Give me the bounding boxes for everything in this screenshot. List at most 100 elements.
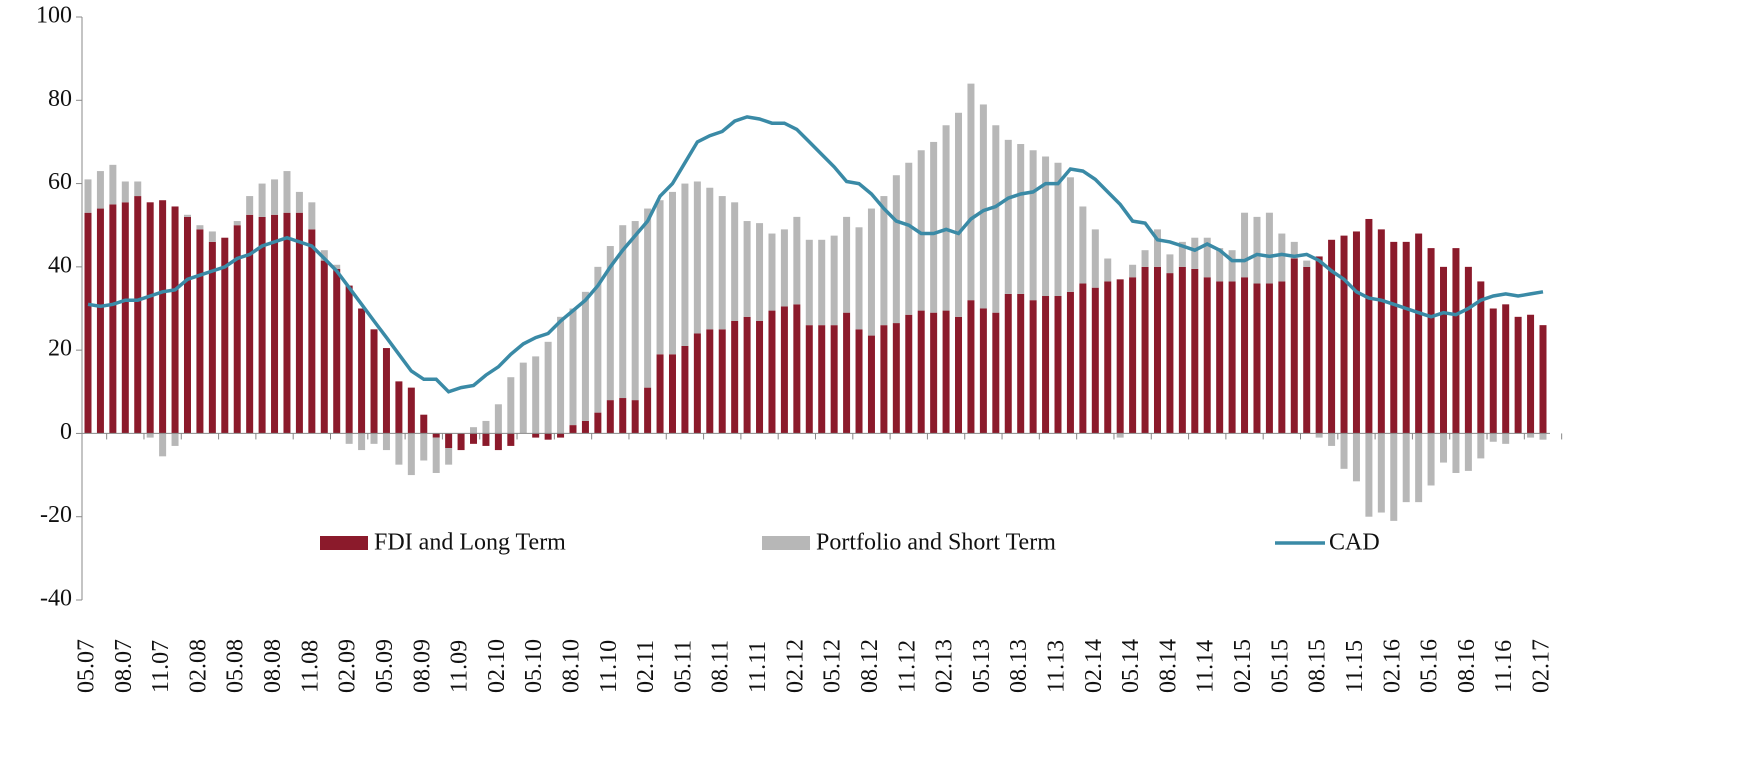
bar [320, 250, 328, 261]
x-tick-label: 02.14 [1081, 639, 1107, 693]
bar [619, 225, 627, 399]
bar [1265, 212, 1273, 284]
bar [557, 433, 565, 438]
bar [482, 433, 490, 446]
bar [1228, 281, 1236, 434]
bar [905, 314, 913, 434]
bar [121, 181, 129, 203]
bar [743, 316, 751, 434]
bar [1153, 266, 1161, 434]
bar [830, 325, 838, 434]
bar [345, 285, 353, 434]
bar [1091, 229, 1099, 288]
bar [656, 200, 664, 355]
bar [979, 104, 987, 309]
line [87, 115, 1544, 394]
x-tick-label: 05.13 [969, 639, 995, 693]
legend-label: CAD [1329, 530, 1380, 556]
bar [246, 214, 254, 434]
bar [146, 202, 154, 434]
bar [942, 310, 950, 434]
bar [631, 221, 639, 401]
x-tick-label: 05.16 [1417, 639, 1443, 693]
x-tick-label: 11.11 [745, 641, 771, 693]
bar [606, 246, 614, 401]
bar [780, 229, 788, 307]
x-tick-label: 08.10 [559, 639, 585, 693]
x-tick-label: 08.16 [1454, 639, 1480, 693]
bar [631, 400, 639, 434]
bar [84, 179, 92, 213]
bar [96, 208, 104, 434]
bar [606, 400, 614, 434]
x-tick-label: 02.08 [185, 639, 211, 693]
bar [805, 239, 813, 326]
bar [1514, 316, 1522, 434]
bar [644, 208, 652, 388]
bar [1042, 296, 1050, 434]
x-tick-label: 02.17 [1529, 639, 1555, 693]
bar [880, 325, 888, 434]
bar [171, 433, 179, 446]
bar [1303, 266, 1311, 434]
bar [855, 227, 863, 330]
bar [382, 348, 390, 434]
x-tick-label: 11.15 [1342, 640, 1368, 693]
bar [756, 223, 764, 321]
bar [967, 83, 975, 301]
bar [1440, 433, 1448, 463]
bar [1004, 139, 1012, 294]
bar [183, 216, 191, 434]
bar [619, 398, 627, 434]
bar [1477, 433, 1485, 459]
bar [457, 433, 465, 451]
bar [656, 354, 664, 434]
bar [668, 354, 676, 434]
x-tick-label: 05.08 [223, 639, 249, 693]
bar [283, 171, 291, 213]
bar [967, 300, 975, 434]
x-tick-label: 08.11 [708, 640, 734, 693]
bar [494, 433, 502, 451]
bar [1116, 279, 1124, 434]
bar [121, 202, 129, 434]
bar [1216, 281, 1224, 434]
bar [1452, 248, 1460, 434]
bar [1502, 433, 1510, 444]
bar [1166, 273, 1174, 434]
bar [1203, 237, 1211, 278]
x-tick-label: 02.16 [1379, 639, 1405, 693]
bar [208, 231, 216, 242]
bar [1315, 256, 1323, 434]
bar [731, 320, 739, 434]
bar [1278, 281, 1286, 434]
bar [109, 204, 117, 434]
bar [1427, 433, 1435, 486]
bar [1365, 433, 1373, 517]
bar [271, 214, 279, 434]
bar [1178, 241, 1186, 267]
x-tick-label: 05.12 [820, 639, 846, 693]
bar [333, 268, 341, 434]
x-tick-label: 08.09 [409, 639, 435, 693]
bar [246, 196, 254, 215]
x-tick-label: 02.12 [782, 639, 808, 693]
bar [718, 329, 726, 434]
bar [867, 208, 875, 336]
bar [892, 323, 900, 434]
bar [905, 162, 913, 315]
bar [333, 264, 341, 269]
bar [494, 404, 502, 434]
y-tick-label: 0 [60, 419, 72, 445]
bar [159, 200, 167, 434]
x-tick-label: 08.15 [1305, 639, 1331, 693]
bar [979, 308, 987, 434]
bar [507, 433, 515, 446]
bar [1017, 293, 1025, 434]
bar [1241, 212, 1249, 278]
bar [532, 433, 540, 438]
bar [1191, 237, 1199, 269]
bar [358, 433, 366, 451]
bar [1116, 433, 1124, 438]
